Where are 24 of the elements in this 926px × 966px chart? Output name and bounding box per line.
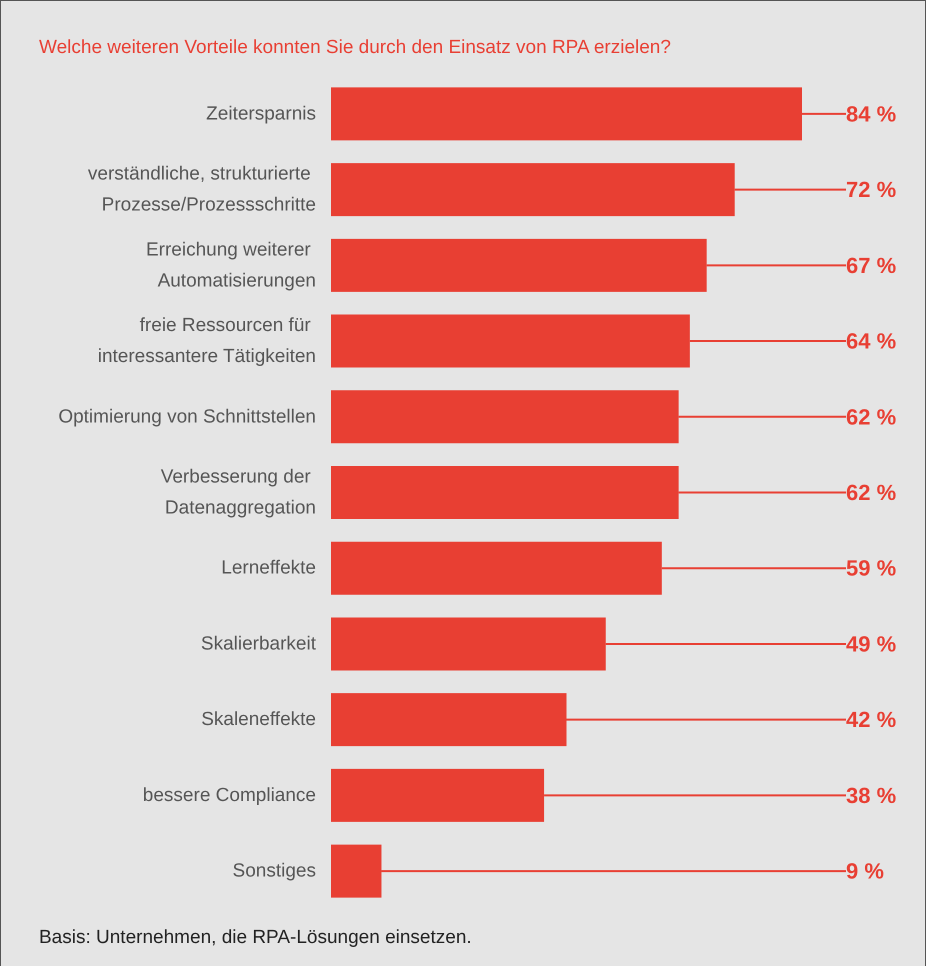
data-label: 49 % — [846, 631, 896, 656]
data-label: 59 % — [846, 556, 896, 581]
y-tick-label: Verbesserung der Datenaggregation — [160, 466, 316, 518]
y-tick-label: Zeitersparnis — [206, 103, 316, 124]
text: Basis: Unternehmen, die RPA-Lösungen einsetzen. — [39, 927, 472, 949]
y-tick-label: Skaleneffekte — [201, 709, 316, 730]
data-label: 38 % — [846, 782, 896, 808]
y-tick-label: bessere Compliance — [142, 784, 316, 806]
data-label: 72 % — [846, 177, 896, 202]
data-label: 67 % — [846, 252, 896, 278]
data-label: 62 % — [846, 480, 896, 505]
y-tick-label: Erreichung weiterer Automatisierungen — [146, 239, 316, 292]
chart-title: Welche weiteren Vorteile konnten Sie durch den Einsatz von RPA erzielen? — [39, 37, 671, 59]
data-label: 42 % — [846, 707, 896, 732]
data-label: 84 % — [846, 101, 896, 126]
y-tick-label: Skalierbarkeit — [200, 633, 317, 654]
y-tick-label: freie Ressourcen für interessantere Tätigkeiten — [98, 315, 316, 368]
data-label: 9 % — [846, 858, 884, 884]
y-tick-label: Sonstiges — [232, 860, 316, 882]
y-tick-label: verständliche, strukturierte Prozesse/Prozessschritte — [88, 164, 316, 216]
data-label: 64 % — [846, 328, 896, 354]
data-label: 62 % — [846, 404, 896, 430]
y-tick-label: Lerneffekte — [221, 558, 316, 579]
y-tick-label: Optimierung von Schnittstellen — [58, 406, 316, 428]
